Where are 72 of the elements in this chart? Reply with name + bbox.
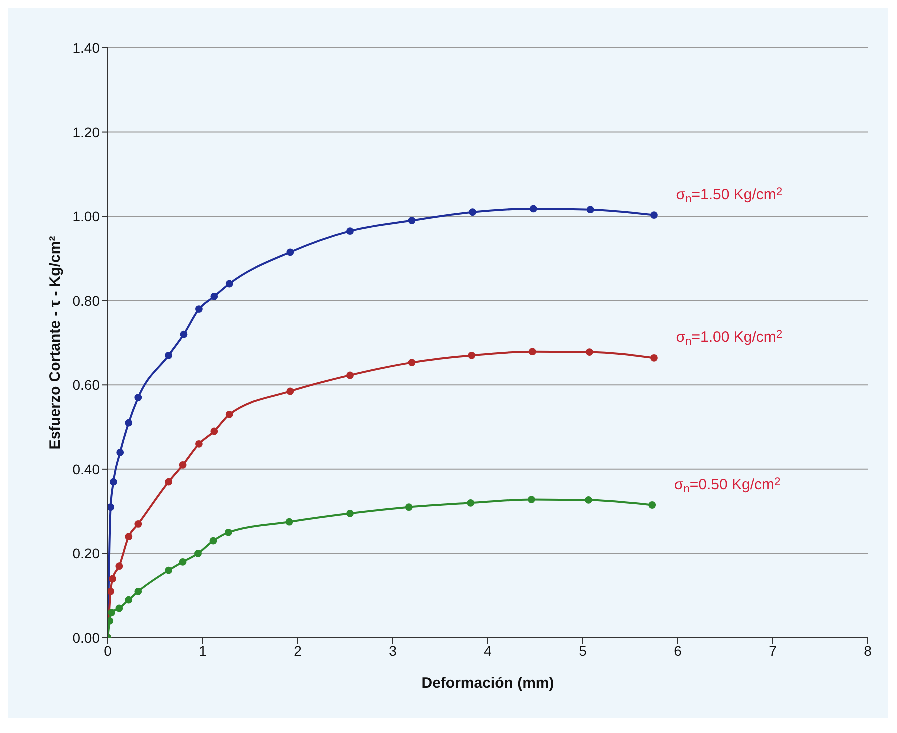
y-tick-label: 0.60 — [72, 377, 100, 394]
point — [116, 604, 124, 612]
point — [116, 448, 124, 456]
y-tick-label: 0.20 — [72, 546, 100, 562]
point — [210, 428, 218, 436]
point — [134, 520, 142, 528]
point — [346, 372, 354, 380]
point — [408, 217, 416, 224]
point — [346, 510, 354, 518]
point — [110, 478, 118, 486]
y-tick-label: 1.00 — [72, 208, 100, 225]
y-tick-label: 0.00 — [72, 630, 100, 646]
x-tick-label: 2 — [294, 642, 302, 659]
point — [650, 212, 658, 220]
point — [286, 518, 294, 526]
series-label: σ$_{n}$=1.00 Kg/cm$^{2}$ — [676, 328, 783, 348]
y-tick-label: 0.80 — [72, 292, 100, 309]
point — [125, 533, 133, 541]
point — [108, 588, 115, 596]
point — [125, 596, 133, 604]
series-label: σ$_{n}$=0.50 Kg/cm$^{2}$ — [674, 476, 781, 496]
point — [528, 496, 536, 504]
point — [586, 206, 594, 214]
point — [109, 575, 116, 583]
point — [179, 558, 187, 566]
x-tick-label: 7 — [769, 642, 778, 659]
point — [346, 228, 354, 236]
point — [469, 208, 476, 216]
x-tick-label: 8 — [864, 642, 872, 659]
point — [196, 440, 203, 448]
point — [650, 354, 658, 362]
x-axis-title: Deformación (mm) — [422, 675, 554, 692]
point — [528, 348, 536, 356]
point — [648, 502, 656, 509]
point — [226, 280, 234, 288]
x-tick-label: 6 — [674, 642, 682, 659]
point — [585, 496, 592, 504]
y-axis-title: Esfuerzo Cortante - τ - Kg/cm² — [47, 236, 64, 450]
y-tick-label: 0.40 — [72, 461, 100, 478]
series-label: σ$_{n}$=1.50 Kg/cm$^{2}$ — [676, 186, 783, 206]
point — [179, 462, 187, 469]
point — [530, 205, 538, 213]
x-tick-label: 0 — [104, 642, 112, 659]
x-tick-label: 5 — [579, 642, 588, 659]
point — [165, 478, 172, 486]
point — [286, 388, 294, 396]
x-tick-label: 4 — [484, 642, 492, 659]
point — [108, 609, 116, 616]
point — [134, 394, 142, 402]
point — [108, 504, 115, 512]
point — [165, 566, 172, 574]
point — [586, 348, 594, 356]
point — [196, 306, 203, 313]
y-tick-label: 1.20 — [72, 124, 100, 140]
point — [468, 352, 476, 360]
y-tick-label: 1.40 — [72, 40, 100, 56]
point — [210, 537, 218, 545]
point — [116, 562, 124, 570]
point — [224, 528, 232, 536]
x-tick-label: 1 — [199, 642, 208, 659]
point — [165, 352, 172, 360]
point — [194, 550, 202, 558]
point — [125, 419, 133, 427]
point — [210, 292, 218, 300]
point — [286, 248, 294, 256]
point — [405, 504, 413, 512]
point — [134, 588, 142, 596]
x-tick-label: 3 — [389, 642, 398, 659]
point — [226, 410, 234, 418]
point — [467, 499, 475, 507]
point — [180, 330, 188, 338]
point — [408, 359, 416, 367]
